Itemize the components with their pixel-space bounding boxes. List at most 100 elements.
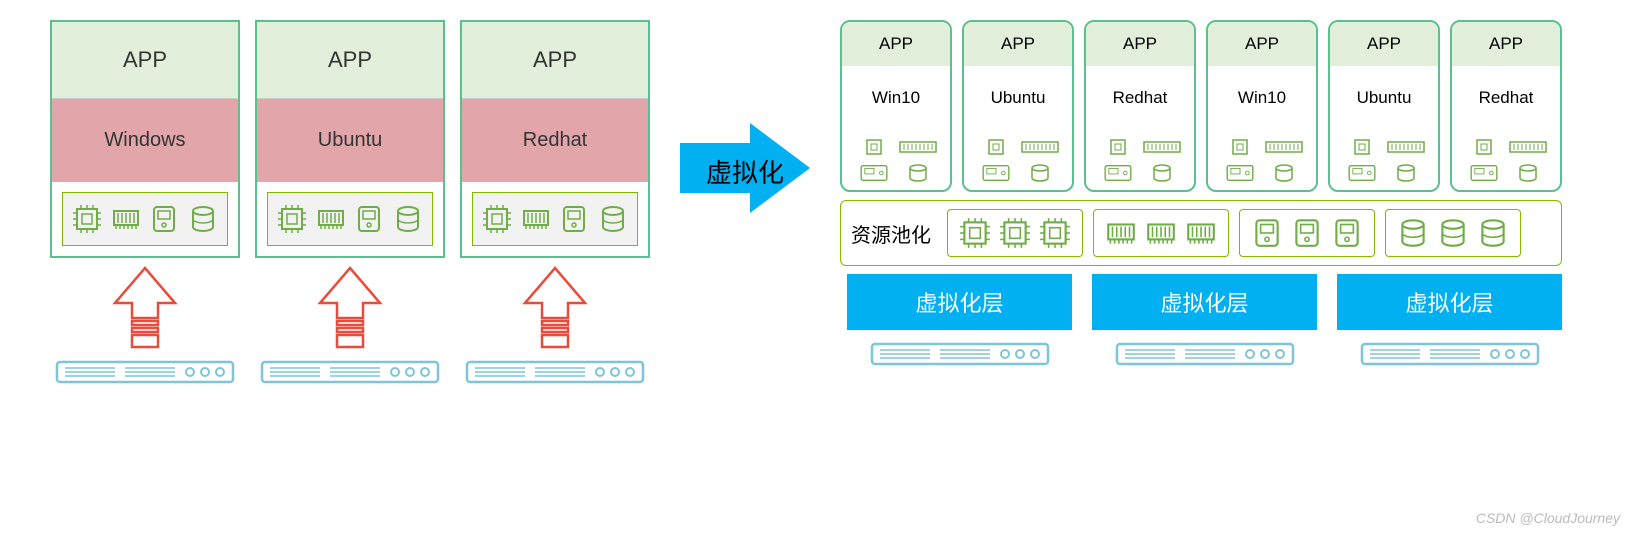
server-icon — [860, 338, 1060, 370]
pool-group-mem — [1093, 209, 1229, 257]
mem-icon — [1184, 216, 1218, 250]
disk-icon — [597, 203, 629, 235]
resource-pool-row: 资源池化 — [840, 200, 1562, 266]
server-icon — [260, 356, 440, 388]
network-icon — [976, 162, 1016, 184]
server-icon — [465, 356, 645, 388]
vm-os-layer: Win10 — [1208, 66, 1316, 130]
cpu-icon — [958, 216, 992, 250]
server-icon — [55, 356, 235, 388]
traditional-box: APP Redhat — [460, 20, 650, 258]
vm-box: APP Win10 — [840, 20, 952, 192]
cpu-icon — [481, 203, 513, 235]
vm-hardware-layer — [1208, 130, 1316, 190]
vm-box: APP Redhat — [1084, 20, 1196, 192]
vm-box: APP Ubuntu — [962, 20, 1074, 192]
traditional-box: APP Ubuntu — [255, 20, 445, 258]
network-icon — [854, 162, 894, 184]
memory-icon — [1508, 136, 1548, 158]
cpu-icon — [854, 136, 894, 158]
vm-hardware-layer — [1086, 130, 1194, 190]
cpu-icon — [1098, 136, 1138, 158]
vm-hardware-layer — [1452, 130, 1560, 190]
vm-hardware-layer — [1330, 130, 1438, 190]
vm-os-layer: Win10 — [842, 66, 950, 130]
virtualization-diagram: APP Windows APP Ubuntu APP Redhat 虚拟化 — [0, 0, 1640, 408]
arrow-label: 虚拟化 — [706, 153, 784, 190]
memory-icon — [110, 203, 142, 235]
disk-icon — [1396, 216, 1430, 250]
traditional-box: APP Windows — [50, 20, 240, 258]
vm-app-layer: APP — [1330, 22, 1438, 66]
red-up-arrow-icon — [315, 263, 385, 351]
virtualized-architecture: APP Win10 APP Ubuntu APP Redhat APP Win1… — [840, 20, 1562, 370]
vm-hardware-layer — [842, 130, 950, 190]
mem-icon — [1144, 216, 1178, 250]
memory-icon — [1020, 136, 1060, 158]
hardware-layer — [62, 192, 228, 246]
virtualization-layer-box: 虚拟化层 — [847, 274, 1072, 330]
memory-icon — [898, 136, 938, 158]
watermark: CSDN @CloudJourney — [1476, 510, 1620, 526]
vm-os-layer: Ubuntu — [964, 66, 1072, 130]
os-layer: Ubuntu — [257, 98, 443, 182]
hardware-layer — [472, 192, 638, 246]
server-icon — [1350, 338, 1550, 370]
vm-app-layer: APP — [842, 22, 950, 66]
disk-icon — [1386, 162, 1426, 184]
net-icon — [1250, 216, 1284, 250]
cpu-icon — [1038, 216, 1072, 250]
pool-group-net — [1239, 209, 1375, 257]
vm-app-layer: APP — [1452, 22, 1560, 66]
memory-icon — [1142, 136, 1182, 158]
memory-icon — [315, 203, 347, 235]
vm-box: APP Win10 — [1206, 20, 1318, 192]
cpu-icon — [998, 216, 1032, 250]
app-layer: APP — [462, 22, 648, 98]
cpu-icon — [1464, 136, 1504, 158]
network-icon — [1342, 162, 1382, 184]
memory-icon — [520, 203, 552, 235]
pool-group-cpu — [947, 209, 1083, 257]
vm-os-layer: Redhat — [1452, 66, 1560, 130]
cpu-icon — [1342, 136, 1382, 158]
cpu-icon — [976, 136, 1016, 158]
cpu-icon — [276, 203, 308, 235]
server-icon — [1105, 338, 1305, 370]
disk-icon — [1476, 216, 1510, 250]
red-up-arrow-icon — [520, 263, 590, 351]
cpu-icon — [71, 203, 103, 235]
disk-icon — [1142, 162, 1182, 184]
red-up-arrow-icon — [110, 263, 180, 351]
disk-icon — [1436, 216, 1470, 250]
cpu-icon — [1220, 136, 1260, 158]
vm-hardware-layer — [964, 130, 1072, 190]
disk-icon — [187, 203, 219, 235]
network-icon — [558, 203, 590, 235]
memory-icon — [1264, 136, 1304, 158]
traditional-architecture: APP Windows APP Ubuntu APP Redhat — [50, 20, 650, 388]
virtualization-layer-box: 虚拟化层 — [1092, 274, 1317, 330]
disk-icon — [1020, 162, 1060, 184]
virtualization-arrow: 虚拟化 — [675, 118, 815, 190]
pool-label: 资源池化 — [851, 219, 931, 248]
network-icon — [1464, 162, 1504, 184]
vm-box: APP Ubuntu — [1328, 20, 1440, 192]
memory-icon — [1386, 136, 1426, 158]
network-icon — [148, 203, 180, 235]
disk-icon — [898, 162, 938, 184]
vm-box: APP Redhat — [1450, 20, 1562, 192]
disk-icon — [1508, 162, 1548, 184]
network-icon — [1220, 162, 1260, 184]
virtualization-layer-box: 虚拟化层 — [1337, 274, 1562, 330]
disk-icon — [392, 203, 424, 235]
os-layer: Redhat — [462, 98, 648, 182]
vm-app-layer: APP — [1086, 22, 1194, 66]
vm-os-layer: Redhat — [1086, 66, 1194, 130]
vm-os-layer: Ubuntu — [1330, 66, 1438, 130]
app-layer: APP — [257, 22, 443, 98]
vm-app-layer: APP — [964, 22, 1072, 66]
mem-icon — [1104, 216, 1138, 250]
os-layer: Windows — [52, 98, 238, 182]
hardware-layer — [267, 192, 433, 246]
